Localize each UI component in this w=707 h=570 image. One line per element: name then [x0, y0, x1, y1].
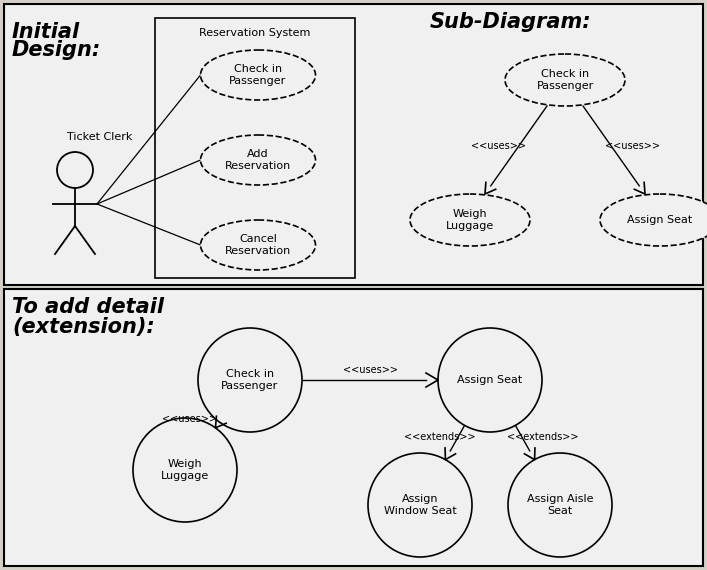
Text: Assign Seat: Assign Seat	[457, 375, 522, 385]
Text: Cancel
Reservation: Cancel Reservation	[225, 234, 291, 256]
Text: Sub-Diagram:: Sub-Diagram:	[430, 12, 592, 32]
Text: <<uses>>: <<uses>>	[604, 141, 660, 151]
Ellipse shape	[600, 194, 707, 246]
Text: <<uses>>: <<uses>>	[342, 365, 397, 375]
Text: Weigh
Luggage: Weigh Luggage	[446, 209, 494, 231]
Text: Assign Aisle
Seat: Assign Aisle Seat	[527, 494, 593, 516]
Text: Reservation System: Reservation System	[199, 28, 310, 38]
Text: Ticket Clerk: Ticket Clerk	[67, 132, 132, 142]
Ellipse shape	[505, 54, 625, 106]
Circle shape	[198, 328, 302, 432]
Text: (extension):: (extension):	[12, 317, 155, 337]
Ellipse shape	[201, 220, 315, 270]
Text: <<extends>>: <<extends>>	[507, 431, 579, 442]
Text: Assign Seat: Assign Seat	[627, 215, 693, 225]
Text: Design:: Design:	[12, 40, 101, 60]
Text: <<uses>>: <<uses>>	[162, 414, 217, 424]
Text: Check in
Passenger: Check in Passenger	[221, 369, 279, 391]
Ellipse shape	[201, 50, 315, 100]
Text: <<uses>>: <<uses>>	[470, 141, 525, 151]
Circle shape	[368, 453, 472, 557]
Circle shape	[438, 328, 542, 432]
Text: Weigh
Luggage: Weigh Luggage	[161, 459, 209, 481]
Circle shape	[508, 453, 612, 557]
Text: To add detail: To add detail	[12, 297, 164, 317]
Text: <<extends>>: <<extends>>	[404, 431, 476, 442]
Text: Assign
Window Seat: Assign Window Seat	[384, 494, 457, 516]
Bar	[4, 289, 703, 566]
Text: Initial: Initial	[12, 22, 80, 42]
Bar	[155, 18, 355, 278]
Ellipse shape	[410, 194, 530, 246]
Text: Add
Reservation: Add Reservation	[225, 149, 291, 171]
Text: Check in
Passenger: Check in Passenger	[537, 69, 594, 91]
Circle shape	[133, 418, 237, 522]
Text: Check in
Passenger: Check in Passenger	[229, 64, 286, 86]
Bar	[4, 4, 703, 285]
Ellipse shape	[201, 135, 315, 185]
